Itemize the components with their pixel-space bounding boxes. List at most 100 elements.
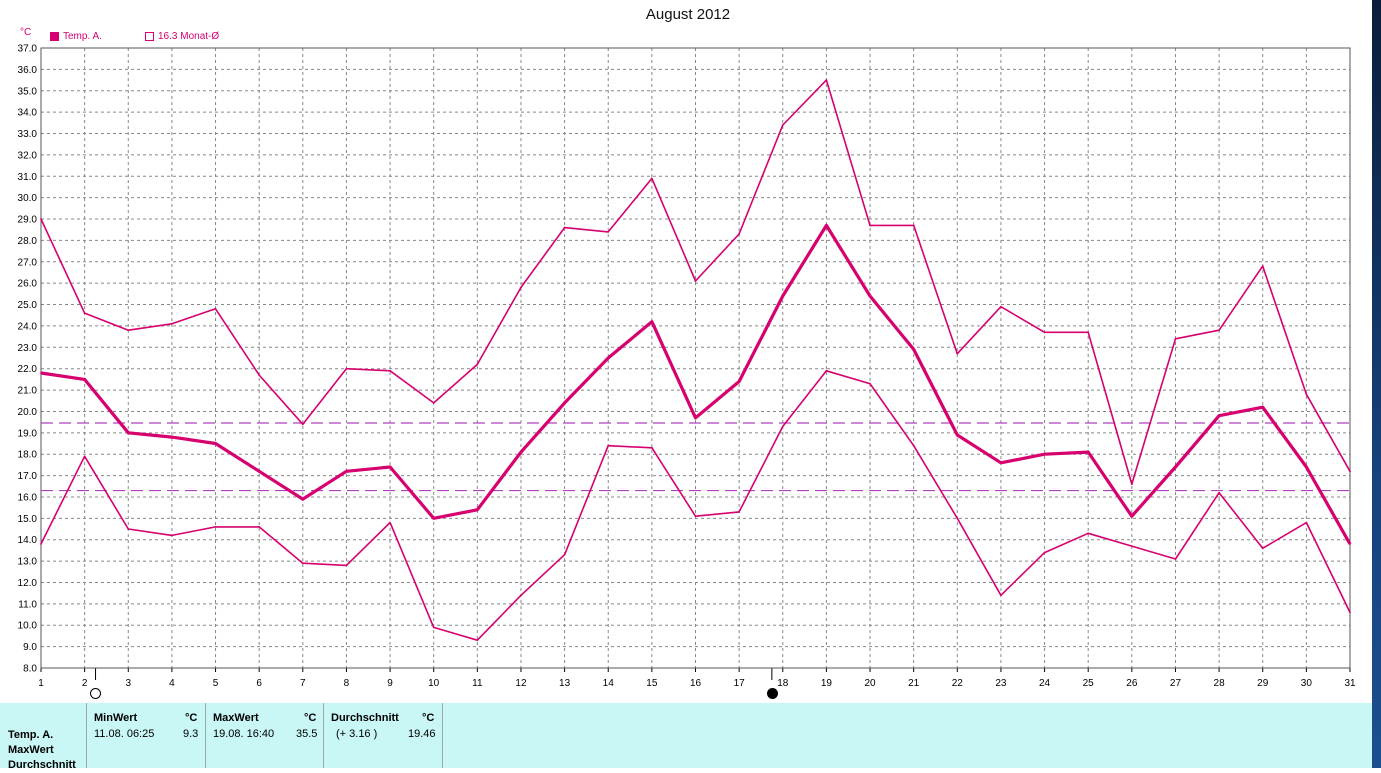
data-point-min xyxy=(869,382,871,385)
plot-frame xyxy=(40,47,1351,669)
data-point-mean xyxy=(127,431,130,434)
x-tick-label: 2 xyxy=(82,678,88,689)
data-point-mean xyxy=(1349,543,1351,545)
data-point-max xyxy=(694,280,697,282)
data-point-max xyxy=(650,177,653,180)
stats-min-column: MinWert °C 11.08. 06:25 9.3 xyxy=(86,703,205,768)
data-point-min xyxy=(389,521,391,524)
x-tick-label: 23 xyxy=(995,678,1007,689)
x-tick-label: 30 xyxy=(1301,678,1313,689)
y-tick-label: 15.0 xyxy=(18,514,38,525)
stats-avg-header: Durchschnitt xyxy=(331,712,399,724)
stats-max-column: MaxWert °C 19.08. 16:40 35.5 xyxy=(205,703,324,768)
data-point-min xyxy=(738,511,741,513)
data-point-min xyxy=(432,626,435,629)
data-point-min xyxy=(956,517,959,520)
data-point-max xyxy=(1261,265,1264,267)
x-tick-label: 4 xyxy=(169,678,175,689)
y-tick-label: 25.0 xyxy=(18,300,38,311)
y-tick-label: 8.0 xyxy=(23,664,37,675)
y-axis-unit: °C xyxy=(20,27,32,38)
data-point-mean xyxy=(607,357,610,359)
stats-row-label: MaxWert xyxy=(8,744,54,756)
x-tick-label: 11 xyxy=(472,678,483,689)
y-tick-label: 32.0 xyxy=(18,150,38,161)
data-point-max xyxy=(1130,483,1133,486)
data-point-mean xyxy=(40,372,42,374)
y-tick-label: 17.0 xyxy=(18,471,38,482)
data-point-max xyxy=(825,79,828,81)
stats-min-when: 11.08. 06:25 xyxy=(94,728,155,740)
x-tick-label: 8 xyxy=(344,678,350,689)
new-moon-icon xyxy=(767,688,778,699)
stats-avg-value: 19.46 xyxy=(408,728,436,740)
data-point-max xyxy=(912,224,915,227)
x-tick-label: 24 xyxy=(1039,678,1051,689)
x-tick-label: 1 xyxy=(38,678,44,689)
x-tick-label: 17 xyxy=(734,678,746,689)
stats-avg-when: (+ 3.16 ) xyxy=(336,728,378,740)
data-point-min xyxy=(563,553,566,556)
data-point-max xyxy=(1305,393,1308,396)
y-tick-label: 22.0 xyxy=(18,364,38,375)
full-moon-icon xyxy=(90,688,101,699)
stats-avg-column: Durchschnitt °C (+ 3.16 ) 19.46 xyxy=(323,703,443,768)
data-point-mean xyxy=(301,498,304,501)
x-tick-label: 22 xyxy=(952,678,964,689)
data-point-max xyxy=(476,363,479,366)
y-tick-label: 33.0 xyxy=(18,129,38,140)
x-tick-label: 28 xyxy=(1214,678,1226,689)
data-point-mean xyxy=(1261,406,1264,409)
data-point-max xyxy=(258,374,261,377)
stats-row-labels: Temp. A. MaxWert Durchschnitt xyxy=(8,728,76,773)
data-point-max xyxy=(1087,331,1090,334)
data-point-min xyxy=(127,528,130,530)
data-point-max xyxy=(40,218,42,220)
stats-max-header: MaxWert xyxy=(213,712,259,724)
x-tick-label: 15 xyxy=(646,678,658,689)
data-point-max xyxy=(520,286,522,289)
window-edge xyxy=(1372,0,1381,768)
data-point-mean xyxy=(171,436,173,439)
y-tick-label: 37.0 xyxy=(18,44,38,55)
data-point-max xyxy=(127,329,130,332)
data-point-mean xyxy=(214,442,217,445)
data-point-max xyxy=(1349,470,1351,473)
legend-temp: Temp. A. xyxy=(50,31,102,42)
data-point-mean xyxy=(869,295,871,297)
data-point-mean xyxy=(1087,451,1090,453)
data-point-min xyxy=(1174,558,1177,560)
x-tick-label: 25 xyxy=(1083,678,1095,689)
data-point-min xyxy=(825,369,828,372)
data-point-mean xyxy=(1000,461,1002,464)
x-tick-label: 9 xyxy=(387,678,393,689)
x-tick-label: 27 xyxy=(1170,678,1182,689)
data-point-min xyxy=(1261,547,1264,550)
data-point-min xyxy=(1087,532,1090,535)
data-point-max xyxy=(1043,331,1046,334)
data-point-mean xyxy=(781,295,784,297)
y-tick-label: 27.0 xyxy=(18,257,38,268)
x-tick-label: 12 xyxy=(515,678,527,689)
data-point-min xyxy=(520,594,522,597)
data-point-max xyxy=(869,224,871,227)
y-tick-label: 11.0 xyxy=(18,599,37,610)
data-point-mean xyxy=(1305,466,1308,468)
data-point-mean xyxy=(476,508,479,511)
data-point-min xyxy=(1130,545,1133,548)
x-tick-label: 7 xyxy=(300,678,306,689)
x-tick-label: 5 xyxy=(213,678,219,689)
data-point-mean xyxy=(694,416,697,419)
x-tick-label: 31 xyxy=(1344,678,1356,689)
data-point-max xyxy=(389,369,391,372)
data-point-mean xyxy=(83,378,86,381)
data-point-min xyxy=(301,562,304,565)
data-point-max xyxy=(607,230,610,233)
y-tick-label: 19.0 xyxy=(18,428,38,439)
y-tick-label: 36.0 xyxy=(18,65,38,76)
y-tick-label: 12.0 xyxy=(18,578,38,589)
data-point-min xyxy=(1305,521,1308,524)
y-tick-label: 26.0 xyxy=(18,279,38,290)
data-point-max xyxy=(1000,305,1002,308)
x-tick-label: 29 xyxy=(1257,678,1269,689)
